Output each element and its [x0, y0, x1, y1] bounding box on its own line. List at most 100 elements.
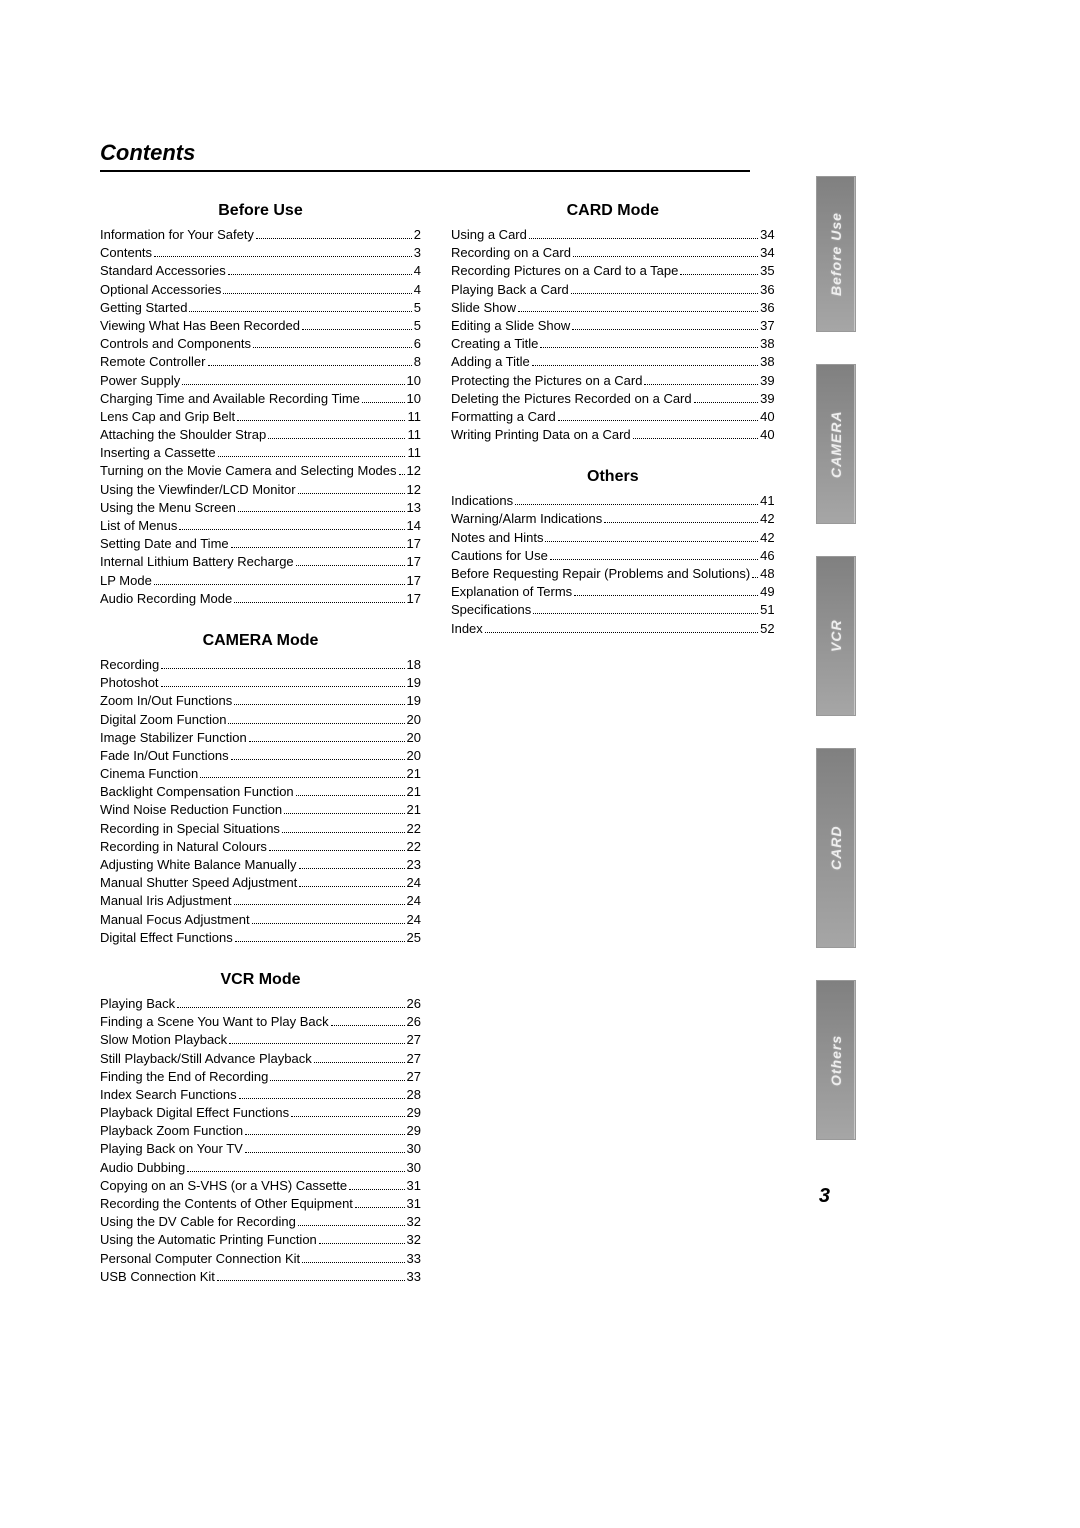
- toc-page: 21: [407, 783, 421, 801]
- toc-label: Protecting the Pictures on a Card: [451, 372, 643, 390]
- toc-label: Personal Computer Connection Kit: [100, 1250, 300, 1268]
- toc-page: 22: [407, 820, 421, 838]
- toc-label: Digital Zoom Function: [100, 711, 226, 729]
- toc-label: Audio Dubbing: [100, 1159, 185, 1177]
- toc-label: LP Mode: [100, 572, 152, 590]
- toc-label: Adjusting White Balance Manually: [100, 856, 297, 874]
- toc-dots: [234, 704, 404, 705]
- toc-dots: [231, 547, 405, 548]
- toc-dots: [571, 293, 758, 294]
- toc-page: 10: [407, 390, 421, 408]
- toc-dots: [249, 741, 405, 742]
- toc-page: 24: [407, 911, 421, 929]
- toc-entry: Still Playback/Still Advance Playback27: [100, 1050, 421, 1068]
- toc-label: Playing Back: [100, 995, 175, 1013]
- toc-label: Using the Menu Screen: [100, 499, 236, 517]
- toc-label: Using the Viewfinder/LCD Monitor: [100, 481, 296, 499]
- toc-dots: [177, 1007, 404, 1008]
- toc-entry: Specifications51: [451, 601, 775, 619]
- toc-page: 17: [407, 553, 421, 571]
- toc-dots: [234, 904, 405, 905]
- toc-dots: [529, 238, 758, 239]
- toc-dots: [299, 886, 404, 887]
- toc-entry: Warning/Alarm Indications42: [451, 510, 775, 528]
- toc-entry: Turning on the Movie Camera and Selectin…: [100, 462, 421, 480]
- toc-label: Recording Pictures on a Card to a Tape: [451, 262, 678, 280]
- toc-dots: [253, 347, 412, 348]
- toc-page: 13: [407, 499, 421, 517]
- toc-section: VCR ModePlaying Back26Finding a Scene Yo…: [100, 971, 421, 1286]
- toc-entry: Playing Back on Your TV30: [100, 1140, 421, 1158]
- toc-columns: Before UseInformation for Your Safety2Co…: [100, 196, 750, 1310]
- toc-dots: [284, 813, 404, 814]
- toc-entry: Editing a Slide Show37: [451, 317, 775, 335]
- toc-label: Specifications: [451, 601, 531, 619]
- toc-entry: Wind Noise Reduction Function21: [100, 801, 421, 819]
- side-tab-before-use: Before Use: [816, 176, 856, 332]
- toc-dots: [245, 1134, 404, 1135]
- toc-label: Recording: [100, 656, 159, 674]
- toc-entry: Getting Started5: [100, 299, 421, 317]
- toc-label: Playback Zoom Function: [100, 1122, 243, 1140]
- toc-page: 27: [407, 1031, 421, 1049]
- toc-label: List of Menus: [100, 517, 177, 535]
- toc-entry: Optional Accessories4: [100, 281, 421, 299]
- toc-label: Attaching the Shoulder Strap: [100, 426, 266, 444]
- toc-page: 30: [407, 1159, 421, 1177]
- toc-label: Adding a Title: [451, 353, 530, 371]
- toc-entry: List of Menus14: [100, 517, 421, 535]
- toc-page: 10: [407, 372, 421, 390]
- toc-dots: [298, 493, 405, 494]
- toc-dots: [189, 311, 411, 312]
- toc-dots: [298, 1225, 405, 1226]
- page-container: Contents Before UseInformation for Your …: [0, 0, 850, 1370]
- toc-dots: [545, 541, 758, 542]
- toc-label: Notes and Hints: [451, 529, 544, 547]
- toc-page: 38: [760, 335, 774, 353]
- toc-entry: Recording Pictures on a Card to a Tape35: [451, 262, 775, 280]
- toc-page: 36: [760, 299, 774, 317]
- toc-entry: Finding a Scene You Want to Play Back26: [100, 1013, 421, 1031]
- toc-label: Wind Noise Reduction Function: [100, 801, 282, 819]
- toc-page: 20: [407, 747, 421, 765]
- toc-entry: Manual Shutter Speed Adjustment24: [100, 874, 421, 892]
- toc-entry: Backlight Compensation Function 21: [100, 783, 421, 801]
- toc-entry: Viewing What Has Been Recorded5: [100, 317, 421, 335]
- toc-label: Playback Digital Effect Functions: [100, 1104, 289, 1122]
- toc-entry: Protecting the Pictures on a Card39: [451, 372, 775, 390]
- toc-page: 46: [760, 547, 774, 565]
- toc-entry: LP Mode17: [100, 572, 421, 590]
- toc-page: 42: [760, 510, 774, 528]
- toc-page: 52: [760, 620, 774, 638]
- toc-dots: [200, 777, 404, 778]
- toc-page: 29: [407, 1104, 421, 1122]
- toc-dots: [245, 1152, 405, 1153]
- toc-label: Creating a Title: [451, 335, 538, 353]
- side-tabs: Before Use CAMERA VCR CARD Others: [816, 176, 856, 1140]
- toc-page: 27: [407, 1068, 421, 1086]
- toc-label: USB Connection Kit: [100, 1268, 215, 1286]
- toc-page: 27: [407, 1050, 421, 1068]
- toc-label: Backlight Compensation Function: [100, 783, 294, 801]
- toc-page: 26: [407, 1013, 421, 1031]
- toc-dots: [154, 256, 412, 257]
- toc-page: 38: [760, 353, 774, 371]
- toc-page: 5: [414, 317, 421, 335]
- toc-page: 23: [407, 856, 421, 874]
- toc-entry: Playback Zoom Function29: [100, 1122, 421, 1140]
- toc-dots: [532, 365, 758, 366]
- toc-page: 12: [407, 462, 421, 480]
- toc-dots: [314, 1062, 405, 1063]
- toc-entry: Before Requesting Repair (Problems and S…: [451, 565, 775, 583]
- toc-entry: Using the Automatic Printing Function32: [100, 1231, 421, 1249]
- toc-entry: Controls and Components6: [100, 335, 421, 353]
- toc-label: Slide Show: [451, 299, 516, 317]
- section-heading: Others: [451, 468, 775, 486]
- toc-page: 11: [407, 426, 421, 444]
- toc-page: 31: [407, 1195, 421, 1213]
- page-title: Contents: [100, 140, 750, 172]
- toc-label: Deleting the Pictures Recorded on a Card: [451, 390, 692, 408]
- toc-label: Controls and Components: [100, 335, 251, 353]
- toc-dots: [182, 384, 404, 385]
- toc-page: 48: [760, 565, 774, 583]
